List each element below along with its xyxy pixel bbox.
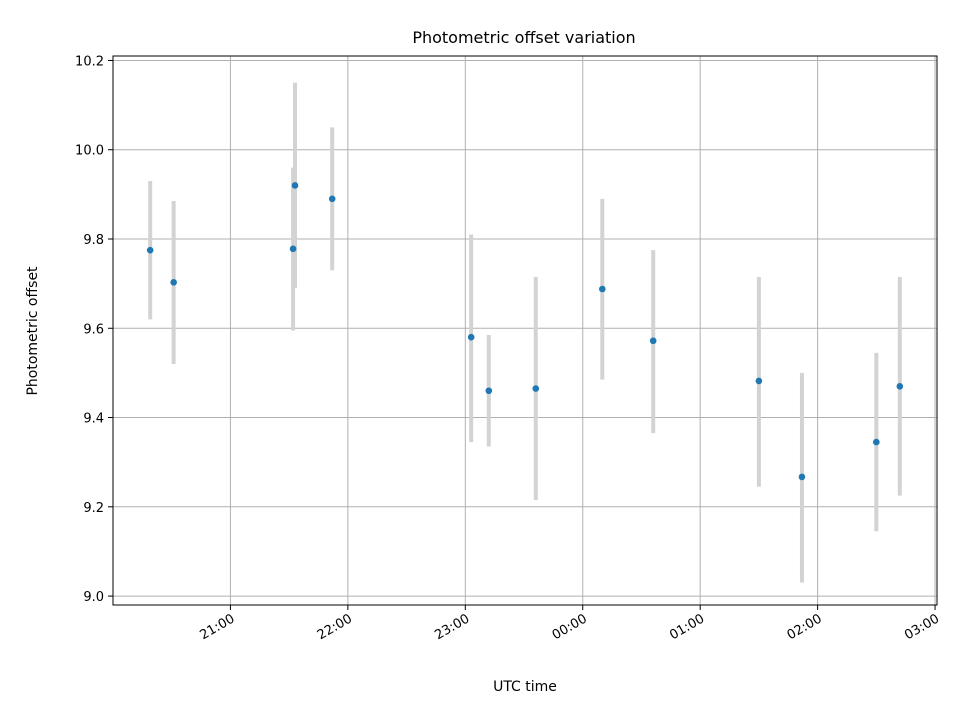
data-point [798, 473, 806, 481]
grid [113, 56, 937, 605]
data-points [146, 182, 904, 481]
y-tick-label: 9.6 [83, 322, 104, 337]
chart-title: Photometric offset variation [412, 28, 635, 47]
y-tick-label: 10.2 [75, 54, 104, 69]
x-tick-label: 03:00 [902, 611, 942, 643]
y-axis-label: Photometric offset [25, 266, 41, 396]
data-point [532, 385, 540, 392]
y-axis-ticks: 9.0 9.2 9.4 9.6 9.8 10.0 10.2 [75, 54, 113, 605]
x-tick-label: 23:00 [432, 611, 472, 643]
y-tick-label: 10.0 [75, 144, 104, 159]
x-tick-label: 22:00 [315, 611, 355, 643]
data-point [896, 382, 904, 390]
data-point [467, 333, 475, 341]
data-point [599, 285, 606, 293]
data-point [291, 182, 299, 189]
y-tick-label: 9.2 [83, 501, 104, 516]
plot-frame [112, 55, 938, 606]
data-point [328, 195, 336, 203]
x-axis-ticks: 21:00 22:00 23:00 00:00 01:00 02:00 03:00 [197, 605, 942, 643]
data-point [649, 337, 657, 345]
data-point [289, 245, 297, 253]
data-point [755, 377, 763, 385]
data-point [146, 246, 154, 254]
data-point [170, 278, 177, 286]
error-bars [148, 82, 902, 583]
y-tick-label: 9.8 [83, 233, 104, 248]
x-tick-label: 02:00 [785, 611, 825, 643]
x-axis-label: UTC time [493, 679, 557, 695]
x-tick-label: 00:00 [550, 611, 590, 643]
data-point [873, 438, 880, 446]
y-tick-label: 9.0 [83, 590, 104, 605]
data-point [485, 387, 493, 395]
x-tick-label: 01:00 [667, 611, 707, 643]
y-tick-label: 9.4 [83, 412, 104, 427]
x-tick-label: 21:00 [197, 611, 237, 643]
